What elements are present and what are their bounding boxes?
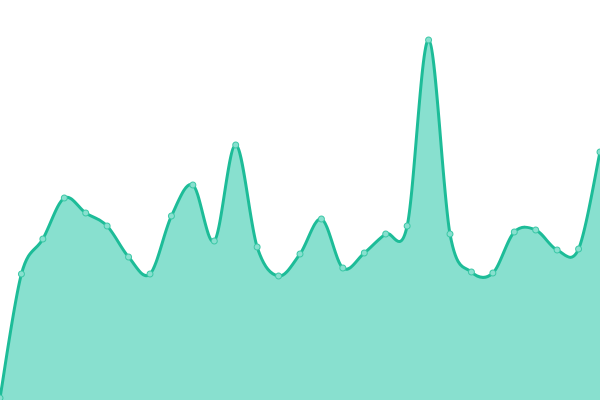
data-point-5 [103, 222, 111, 230]
data-point-2 [39, 235, 47, 243]
data-point-8 [167, 212, 175, 220]
data-point-15 [317, 215, 325, 223]
data-point-25 [532, 226, 540, 234]
data-point-4 [82, 209, 90, 217]
data-point-16 [339, 264, 347, 272]
data-point-27 [575, 245, 583, 253]
data-point-19 [403, 222, 411, 230]
data-point-11 [232, 141, 240, 149]
data-point-26 [553, 246, 561, 254]
data-point-21 [446, 230, 454, 238]
data-point-23 [489, 269, 497, 277]
data-point-0 [0, 394, 4, 400]
data-point-13 [275, 272, 283, 280]
data-point-14 [296, 250, 304, 258]
data-point-28 [596, 148, 600, 156]
data-point-24 [510, 228, 518, 236]
data-point-6 [125, 253, 133, 261]
data-markers [0, 36, 600, 400]
data-point-17 [360, 249, 368, 257]
data-point-3 [60, 194, 68, 202]
data-point-9 [189, 181, 197, 189]
data-point-22 [467, 268, 475, 276]
data-point-7 [146, 270, 154, 278]
data-point-10 [210, 237, 218, 245]
data-point-18 [382, 230, 390, 238]
data-point-12 [253, 243, 261, 251]
area-fill [0, 39, 600, 400]
data-point-1 [17, 270, 25, 278]
data-point-20 [425, 36, 433, 44]
